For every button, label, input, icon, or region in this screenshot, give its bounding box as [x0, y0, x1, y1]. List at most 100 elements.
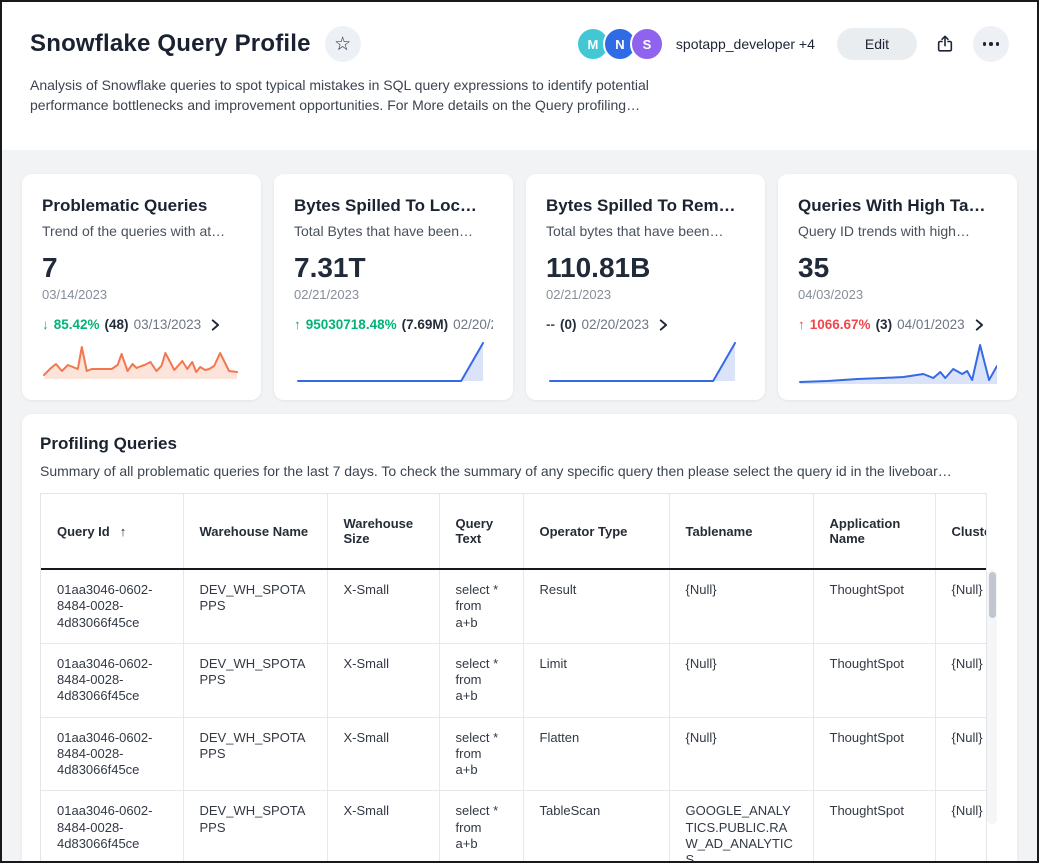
table-cell: X-Small	[327, 717, 440, 792]
page-title: Snowflake Query Profile	[30, 30, 311, 57]
change-direction-icon: ↓	[42, 317, 49, 332]
change-date: 02/20/202	[453, 317, 493, 332]
column-header[interactable]: Operator Type	[523, 494, 670, 570]
table-cell: {Null}	[669, 569, 814, 644]
table-cell: ThoughtSpot	[813, 569, 936, 644]
table-cell: ThoughtSpot	[813, 790, 936, 861]
change-direction-icon: ↑	[798, 317, 805, 332]
ellipsis-icon	[982, 42, 1000, 46]
kpi-sparkline-chart[interactable]	[798, 336, 997, 388]
column-header[interactable]: Clustering Key	[935, 494, 986, 570]
change-percent: 85.42%	[53, 317, 100, 332]
kpi-date: 02/21/2023	[546, 287, 612, 302]
kpi-change-row[interactable]: ↑ 95030718.48% (7.69M) 02/20/202	[294, 317, 493, 332]
table-cell: 01aa3046-0602-8484-0028-4d83066f45ce	[41, 790, 184, 861]
kpi-value: 35	[798, 252, 830, 283]
kpi-change-row[interactable]: ↑ 1066.67% (3) 04/01/2023	[798, 317, 997, 332]
change-direction-icon: ↑	[294, 317, 301, 332]
kpi-value: 7.31T	[294, 252, 366, 283]
star-icon: ☆	[334, 33, 352, 55]
change-percent: 1066.67%	[809, 317, 871, 332]
share-button[interactable]	[927, 26, 963, 62]
kpi-date: 02/21/2023	[294, 287, 360, 302]
profiling-queries-card: Profiling Queries Summary of all problem…	[22, 414, 1017, 861]
table-cell: X-Small	[327, 790, 440, 861]
favorite-star-button[interactable]: ☆	[324, 26, 361, 62]
table-cell: DEV_WH_SPOTAPPS	[183, 717, 328, 792]
table-cell: DEV_WH_SPOTAPPS	[183, 569, 328, 644]
share-icon	[937, 35, 953, 52]
chevron-right-icon[interactable]	[209, 318, 221, 332]
kpi-subtitle: Total bytes that have been…	[546, 223, 724, 239]
table-cell: TableScan	[523, 790, 670, 861]
change-delta: (0)	[560, 317, 577, 332]
table-cell: {Null}	[935, 790, 986, 861]
kpi-subtitle: Trend of the queries with at…	[42, 223, 226, 239]
kpi-card[interactable]: Bytes Spilled To Rem… Total bytes that h…	[526, 174, 765, 400]
kpi-title: Problematic Queries	[42, 196, 208, 215]
table-cell: DEV_WH_SPOTAPPS	[183, 643, 328, 718]
page-description: Analysis of Snowflake queries to spot ty…	[30, 77, 649, 114]
table-cell: {Null}	[935, 643, 986, 718]
kpi-value: 7	[42, 252, 58, 283]
column-header[interactable]: Warehouse Size	[327, 494, 440, 570]
kpi-sparkline-chart[interactable]	[42, 336, 241, 388]
change-percent: 95030718.48%	[305, 317, 397, 332]
table-row[interactable]: 01aa3046-0602-8484-0028-4d83066f45ce DEV_…	[41, 790, 986, 861]
table-cell: DEV_WH_SPOTAPPS	[183, 790, 328, 861]
column-header[interactable]: Query Id ↑	[41, 494, 184, 570]
table-cell: Flatten	[523, 717, 670, 792]
avatar[interactable]: S	[629, 27, 664, 61]
table-cell: 01aa3046-0602-8484-0028-4d83066f45ce	[41, 643, 184, 718]
profiling-queries-table: Query Id ↑ Warehouse Name Warehouse Size Que…	[41, 494, 986, 861]
kpi-row: Problematic Queries Trend of the queries…	[22, 174, 1017, 400]
more-options-button[interactable]	[973, 26, 1009, 62]
kpi-change-row[interactable]: ↓ 85.42% (48) 03/13/2023	[42, 317, 241, 332]
kpi-date: 04/03/2023	[798, 287, 864, 302]
chevron-right-icon[interactable]	[657, 318, 669, 332]
kpi-sparkline-chart[interactable]	[546, 336, 745, 388]
kpi-value: 110.81B	[546, 252, 651, 283]
table-title: Profiling Queries	[40, 434, 177, 453]
kpi-subtitle: Query ID trends with high…	[798, 223, 970, 239]
chevron-right-icon[interactable]	[973, 318, 985, 332]
kpi-title: Bytes Spilled To Rem…	[546, 196, 736, 215]
table-viewport[interactable]: Query Id ↑ Warehouse Name Warehouse Size Que…	[40, 493, 987, 861]
table-cell: {Null}	[669, 643, 814, 718]
kpi-sparkline-chart[interactable]	[294, 336, 493, 388]
table-header-row: Query Id ↑ Warehouse Name Warehouse Size Que…	[41, 494, 986, 570]
sort-ascending-icon[interactable]: ↑	[119, 523, 127, 539]
table-cell: Result	[523, 569, 670, 644]
kpi-title: Queries With High Ta…	[798, 196, 986, 215]
change-delta: (3)	[875, 317, 893, 332]
column-header[interactable]: Warehouse Name	[183, 494, 328, 570]
table-cell: select * from a+b	[439, 790, 524, 861]
column-header[interactable]: Application Name	[813, 494, 936, 570]
kpi-card[interactable]: Bytes Spilled To Loc… Total Bytes that h…	[274, 174, 513, 400]
table-cell: X-Small	[327, 643, 440, 718]
table-vertical-scrollbar[interactable]	[987, 570, 997, 824]
kpi-subtitle: Total Bytes that have been…	[294, 223, 473, 239]
edit-button[interactable]: Edit	[836, 28, 917, 60]
table-row[interactable]: 01aa3046-0602-8484-0028-4d83066f45ce DEV_…	[41, 643, 986, 718]
change-date: 02/20/2023	[581, 317, 650, 332]
kpi-card[interactable]: Problematic Queries Trend of the queries…	[22, 174, 261, 400]
liveboard-content: Problematic Queries Trend of the queries…	[2, 150, 1037, 861]
kpi-card[interactable]: Queries With High Ta… Query ID trends wi…	[778, 174, 1017, 400]
kpi-date: 03/14/2023	[42, 287, 108, 302]
table-row[interactable]: 01aa3046-0602-8484-0028-4d83066f45ce DEV_…	[41, 569, 986, 644]
change-delta: (7.69M)	[401, 317, 449, 332]
table-cell: {Null}	[935, 717, 986, 792]
vertical-scrollbar-thumb[interactable]	[988, 572, 996, 618]
avatar[interactable]: N	[602, 27, 637, 61]
kpi-change-row[interactable]: -- (0) 02/20/2023	[546, 317, 745, 332]
authors-label: spotapp_developer +4	[675, 36, 815, 52]
column-header[interactable]: Query Text	[439, 494, 524, 570]
table-row[interactable]: 01aa3046-0602-8484-0028-4d83066f45ce DEV_…	[41, 717, 986, 792]
table-cell: 01aa3046-0602-8484-0028-4d83066f45ce	[41, 569, 184, 644]
kpi-title: Bytes Spilled To Loc…	[294, 196, 477, 215]
column-header[interactable]: Tablename	[669, 494, 814, 570]
